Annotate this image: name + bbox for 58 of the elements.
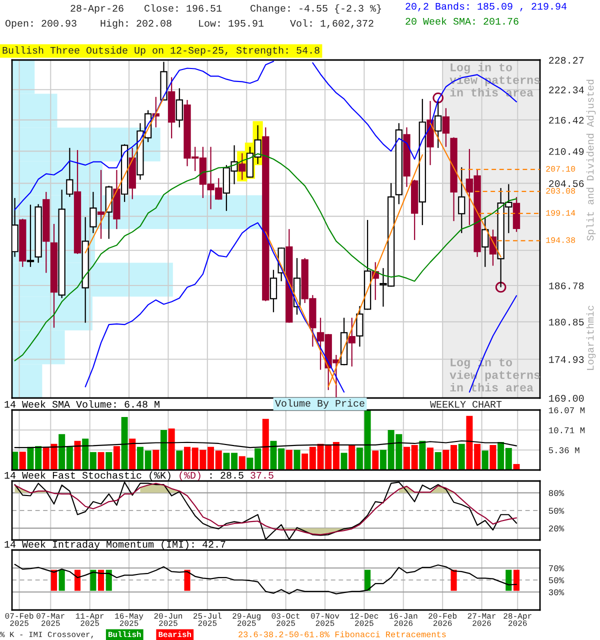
text: Logarithmic [586, 306, 596, 370]
x-tick-label: 16-Jan 2026 [389, 613, 418, 626]
text: 20 Week SMA: 201.76 [406, 17, 518, 25]
text: High: 202.08 [100, 19, 172, 29]
text: Bullish Three Outside Up on 12-Sep-25, Strength: 54.8 [2, 46, 320, 56]
text: Change: -4.55 {-2.3 %} [250, 4, 381, 14]
x-tick-label: 07-Nov 2025 [310, 613, 340, 626]
text: WEEKLY CHART [430, 400, 502, 408]
text: : 28.5 [210, 472, 244, 479]
text: 37.5 [250, 472, 274, 479]
y-tick-label: 80% [548, 490, 564, 496]
y-tick-label: 10.71 M [548, 427, 585, 434]
x-tick-label: 07-Mar 2025 [36, 613, 64, 626]
x-tick-label: 20-Jun 2025 [154, 613, 182, 626]
series-label: 199.14 [546, 210, 576, 216]
y-tick-label: 204.56 [549, 180, 584, 188]
x-tick-label: 11-Apr 2025 [76, 613, 104, 626]
text: Volume By Price [275, 399, 364, 409]
x-tick-label: 07-Feb 2025 [5, 612, 34, 626]
series-label: (%D) [180, 471, 200, 481]
x-tick-label: 20-Feb 2026 [428, 612, 457, 626]
x-tick-label: 28-Apr 2026 [504, 613, 532, 626]
text: 20,2 Bands: 185.09 , 219.94 [406, 2, 567, 12]
x-tick-label: 03-Oct 2025 [272, 613, 300, 626]
x-tick-label: 12-Dec 2025 [350, 613, 378, 626]
text: 23.6-38.2-50-61.8% Fibonacci Retracements [238, 631, 446, 638]
y-axis-title: Split and Dividend Adjusted [586, 80, 596, 241]
text: 28-Apr-26 [70, 4, 124, 14]
y-tick-label: 180.85 [549, 318, 584, 326]
x-tick-label: 16-May 2025 [115, 613, 144, 626]
text: Open: 200.93 [6, 20, 76, 29]
y-tick-label: 5.36 M [548, 447, 580, 454]
y-tick-label: 30% [548, 589, 564, 596]
series-label: 207.10 [546, 166, 576, 172]
chart-title: 14 Week Fast Stochastic [4, 471, 142, 479]
y-tick-label: 50% [548, 577, 564, 584]
y-tick-label: 50% [548, 508, 564, 514]
y-tick-label: 174.93 [549, 356, 584, 363]
text: Low: 195.91 [199, 20, 264, 27]
y-tick-label: 210.49 [549, 148, 584, 155]
series-label: (%K) [150, 471, 170, 481]
y-tick-label: 20% [548, 526, 564, 532]
x-tick-label: 27-Mar 2026 [468, 613, 496, 626]
series-label: 194.38 [546, 237, 576, 243]
y-tick-label: 228.27 [549, 56, 584, 64]
y-tick-label: 216.42 [549, 116, 584, 124]
y-tick-label: 169.00 [549, 394, 584, 402]
y-tick-label: 16.07 M [548, 407, 585, 414]
x-tick-label: 29-Aug 2025 [232, 613, 260, 626]
y-tick-label: 186.78 [549, 282, 584, 290]
y-tick-label: 70% [549, 565, 564, 572]
text: 14 Week SMA Volume: 6.48 M [4, 400, 160, 408]
text: Close: 196.51 [144, 4, 222, 12]
text: Vol: 1,602,372 [290, 19, 374, 28]
y-tick-label: 222.34 [549, 86, 584, 94]
x-tick-label: 25-Jul 2025 [193, 612, 222, 626]
series-label: 203.08 [546, 188, 576, 194]
chart-title: 14 Week Intraday Momentum (IMI): 42.7 [4, 540, 226, 550]
